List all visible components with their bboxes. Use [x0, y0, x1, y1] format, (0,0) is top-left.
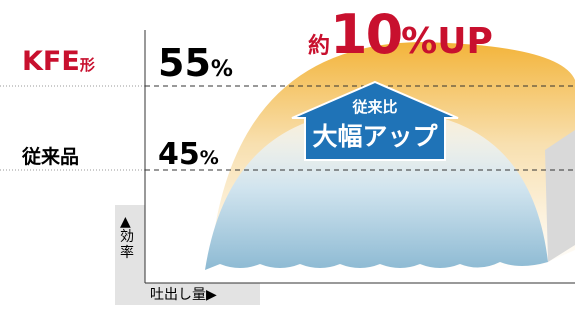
infographic: KFE形 55% 従来品 45% 約10%UP 従来比 大幅アップ ▲効率 吐出…	[0, 0, 575, 309]
label-suffix: 形	[80, 56, 95, 74]
row-value: 55%	[158, 44, 233, 82]
unit: %	[211, 57, 233, 82]
row-label: 従来品	[22, 148, 79, 167]
headline-number: 10	[330, 8, 401, 62]
row-label: KFE形	[22, 48, 95, 75]
arrow-text: 大幅アップ	[305, 124, 445, 149]
headline-prefix: 約	[308, 36, 330, 58]
y-axis-label: ▲効率	[120, 215, 136, 261]
arrow-text: 従来比	[335, 100, 415, 115]
value: 45	[158, 137, 200, 172]
value: 55	[158, 41, 211, 85]
unit: %	[200, 147, 219, 169]
x-axis-label: 吐出し量▶	[150, 288, 217, 302]
headline-suffix: %UP	[401, 24, 493, 60]
dome-side	[545, 130, 575, 262]
label: KFE	[22, 46, 80, 77]
row-value: 45%	[158, 140, 219, 170]
